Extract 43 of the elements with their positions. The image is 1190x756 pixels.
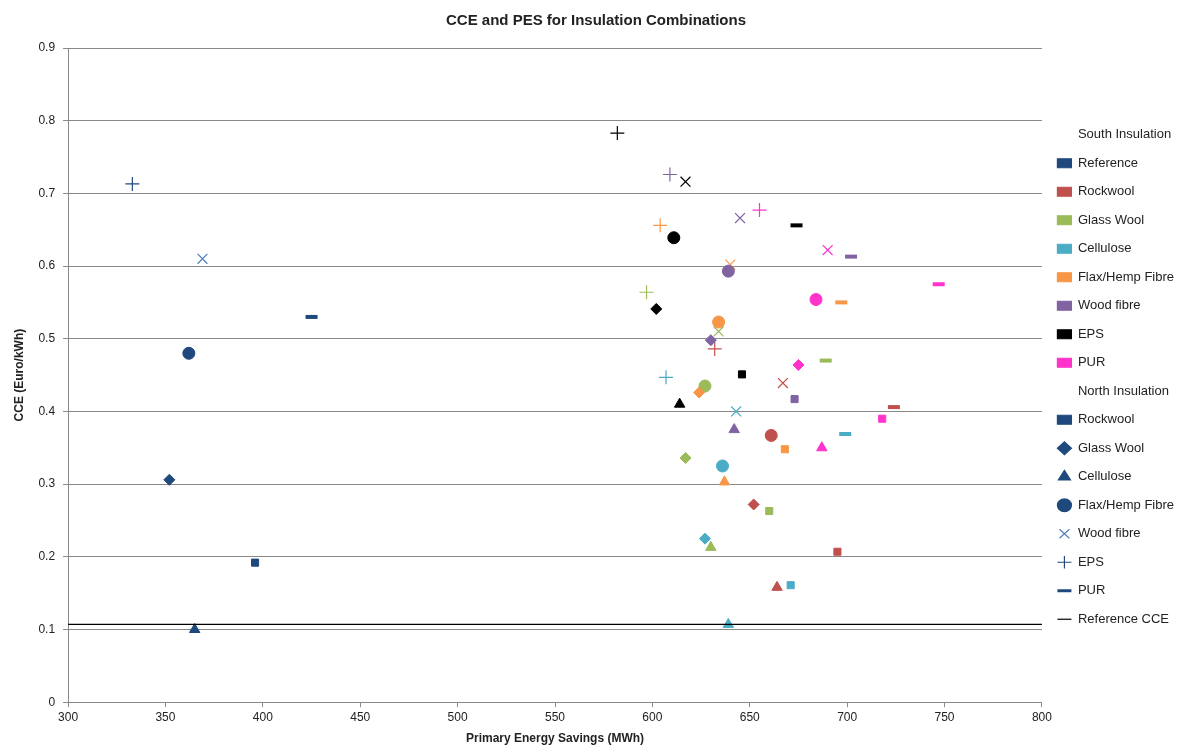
point	[196, 253, 209, 265]
x-tick-label: 700	[837, 709, 858, 724]
legend-label: Glass Wool	[1077, 211, 1145, 227]
x-tick-label: 750	[934, 709, 955, 724]
legend-label: EPS	[1077, 553, 1105, 569]
x-tick-label: 650	[739, 709, 761, 724]
legend-label: Rockwool	[1077, 411, 1135, 427]
y-tick-label: 0.1	[38, 621, 56, 636]
x-tick-label: 500	[447, 709, 468, 724]
text: South Insulation	[1077, 126, 1172, 142]
y-tick-label: 0.2	[38, 549, 56, 564]
legend-label: Cellulose	[1077, 468, 1132, 484]
legend-label: Wood fibre	[1077, 297, 1141, 313]
text: North Insulation	[1077, 382, 1169, 398]
ref-line-label: Reference CCE	[1077, 610, 1170, 626]
x-axis-title: Primary Energy Savings (MWh)	[465, 731, 645, 746]
x-tick-label: 350	[155, 709, 176, 724]
y-tick-label: 0.8	[38, 113, 56, 127]
legend-label: Wood fibre	[1077, 525, 1141, 541]
chart-title: CCE and PES for Insulation Combinations	[445, 11, 747, 29]
legend-label: Flax/Hemp Fibre	[1077, 496, 1174, 512]
y-axis-title: CCE (Euro/kWh)	[11, 328, 26, 422]
x-tick-label: 300	[58, 709, 79, 724]
y-tick-label: 0.5	[38, 331, 56, 346]
x-tick-label: 800	[1031, 709, 1053, 724]
legend-label: Flax/Hemp Fibre	[1077, 268, 1174, 284]
legend-label: Rockwool	[1077, 183, 1135, 199]
legend-label: EPS	[1077, 325, 1105, 341]
y-tick-label: 0.7	[38, 185, 56, 200]
y-tick-label: 0.6	[38, 258, 56, 273]
legend-label: Glass Wool	[1077, 439, 1145, 455]
x-tick-label: 600	[642, 709, 663, 724]
legend-label: Cellulose	[1077, 240, 1132, 256]
x-tick-label: 400	[252, 709, 274, 724]
x-tick-label: 550	[544, 709, 566, 724]
x-tick-label: 450	[350, 709, 371, 724]
y-tick-label: 0	[48, 694, 56, 709]
legend-label: PUR	[1077, 582, 1106, 598]
legend-label: Reference	[1077, 154, 1138, 170]
y-tick-label: 0.9	[38, 40, 56, 55]
y-tick-label: 0.3	[38, 476, 56, 491]
y-tick-label: 0.4	[38, 403, 56, 418]
legend-label: PUR	[1077, 354, 1106, 370]
